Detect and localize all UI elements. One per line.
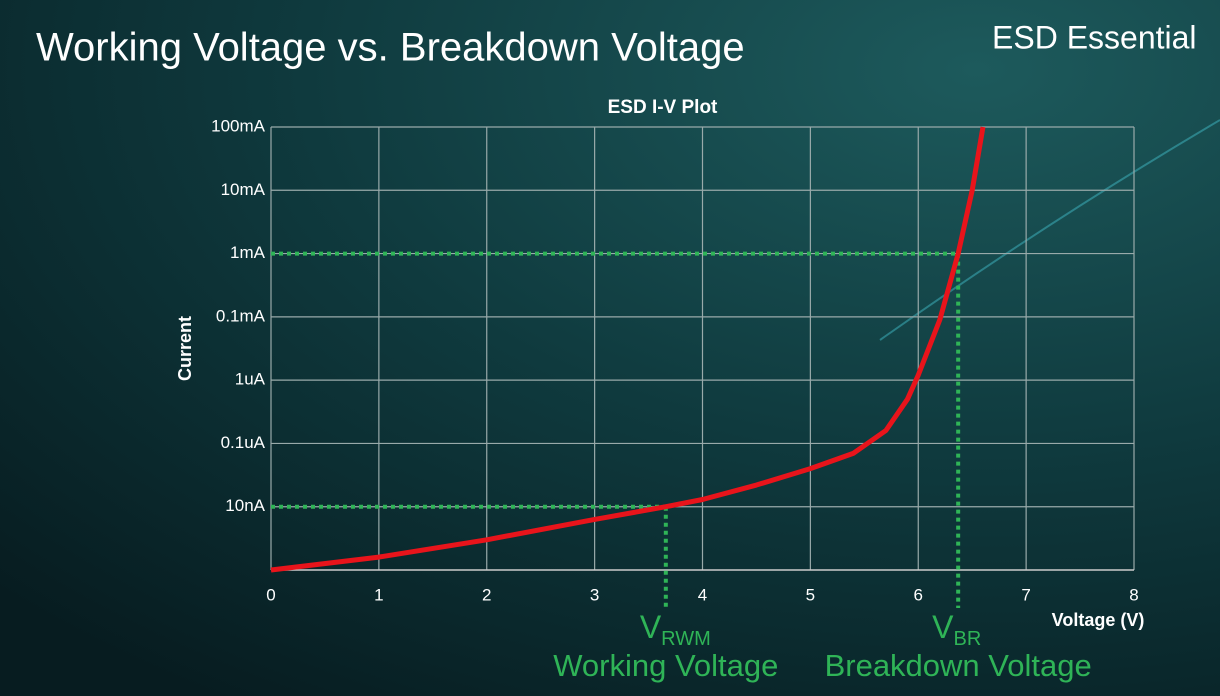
y-tick-label: 0.1uA — [221, 433, 266, 452]
y-axis-label: Current — [175, 316, 195, 381]
y-tick-label: 1uA — [235, 370, 266, 389]
x-axis-label: Voltage (V) — [1052, 610, 1145, 630]
marker-symbol-main: V — [932, 609, 954, 645]
curve — [270, 126, 986, 573]
x-tick-label: 5 — [806, 585, 815, 604]
marker-symbol: VRWM — [640, 609, 711, 650]
marker-subscript: BR — [954, 628, 982, 650]
x-tick-label: 7 — [1021, 585, 1030, 604]
x-tick-label: 2 — [482, 585, 491, 604]
slide-title: Working Voltage vs. Breakdown Voltage — [36, 26, 745, 70]
brand: ESD Essential — [992, 19, 1197, 55]
x-tick-label: 8 — [1129, 585, 1138, 604]
x-tick-label: 6 — [914, 585, 923, 604]
y-tick-label: 100mA — [211, 116, 266, 135]
marker-symbol-main: V — [640, 609, 662, 645]
decor-swoosh — [879, 119, 1220, 341]
y-tick-label: 0.1mA — [216, 306, 266, 325]
x-tick-label: 3 — [590, 585, 599, 604]
marker-symbol: VBR — [932, 609, 981, 650]
marker-caption: Working Voltage — [553, 648, 778, 683]
y-tick-label: 1mA — [230, 243, 266, 262]
marker-caption: Breakdown Voltage — [825, 648, 1092, 683]
y-tick-label: 10nA — [225, 496, 265, 515]
x-tick-label: 4 — [698, 585, 707, 604]
chart-title: ESD I-V Plot — [608, 97, 718, 118]
x-tick-label: 0 — [266, 585, 275, 604]
marker-subscript: RWM — [661, 628, 711, 650]
x-tick-label: 1 — [374, 585, 383, 604]
y-tick-label: 10mA — [221, 180, 266, 199]
